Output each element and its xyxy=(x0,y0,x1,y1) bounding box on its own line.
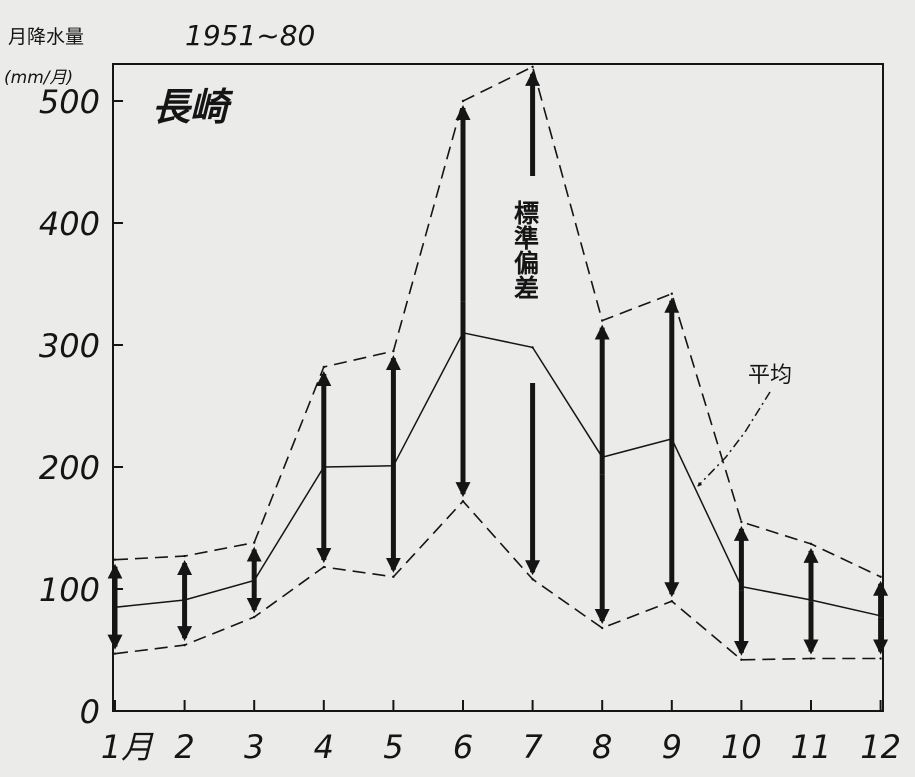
series-2-point-3 xyxy=(253,615,256,619)
x-tick-label-8: 8 xyxy=(592,728,612,766)
std-dev-label: 標準偏差 xyxy=(511,200,540,300)
y-tick-label-500: 500 xyxy=(39,83,100,121)
series-2-point-11 xyxy=(809,657,813,660)
series-1-point-8 xyxy=(601,319,604,322)
x-tick-label-1: 1月 xyxy=(101,728,154,766)
series-2-point-7 xyxy=(531,578,534,581)
series-1-point-2 xyxy=(183,554,186,558)
mean-label: 平均 xyxy=(748,363,792,388)
series-2-point-5 xyxy=(392,575,395,578)
series-1-point-11 xyxy=(809,542,813,546)
x-tick-label-2: 2 xyxy=(174,728,194,766)
series-1-point-7 xyxy=(531,65,534,69)
y-axis-unit: (mm/月) xyxy=(4,68,73,88)
series-2-point-12 xyxy=(879,657,882,660)
x-tick-label-7: 7 xyxy=(522,728,543,766)
series-2-point-4 xyxy=(322,565,325,569)
series-1-point-9 xyxy=(670,292,673,295)
series-2-point-9 xyxy=(670,600,673,603)
std-dev-label-bg xyxy=(505,176,545,300)
series-line-0 xyxy=(114,331,881,617)
station-label: 長崎 xyxy=(152,85,234,129)
series-2-point-8 xyxy=(601,626,604,630)
x-tick-label-9: 9 xyxy=(662,728,682,766)
x-tick-label-4: 4 xyxy=(314,728,334,766)
x-tick-label-5: 5 xyxy=(383,728,403,766)
y-tick-label-0: 0 xyxy=(80,693,100,731)
mean-leader-line xyxy=(697,391,771,487)
series-2-point-6 xyxy=(461,499,465,503)
series-line-1 xyxy=(114,65,881,578)
series-1-point-1 xyxy=(113,558,117,561)
x-tick-label-6: 6 xyxy=(453,728,473,766)
y-axis-title: 月降水量 xyxy=(8,26,84,48)
x-tick-label-3: 3 xyxy=(244,728,264,766)
period-label: 1951~80 xyxy=(185,19,315,52)
x-tick-label-10: 10 xyxy=(721,728,762,766)
series-line-2 xyxy=(114,500,881,661)
series-2-point-10 xyxy=(740,658,743,661)
y-tick-label-400: 400 xyxy=(39,205,100,243)
series-2-point-2 xyxy=(183,643,186,647)
series-1-point-12 xyxy=(879,575,882,578)
y-tick-label-300: 300 xyxy=(39,327,100,365)
y-tick-label-100: 100 xyxy=(39,571,100,609)
series-1-point-4 xyxy=(322,365,325,369)
series-1-point-6 xyxy=(461,99,465,103)
x-tick-label-12: 12 xyxy=(860,728,901,766)
plot-frame xyxy=(112,63,884,712)
series-0-point-7 xyxy=(531,346,534,349)
x-tick-label-11: 11 xyxy=(791,728,832,766)
series-2-point-1 xyxy=(113,652,117,655)
series-1-point-10 xyxy=(740,520,743,524)
series-1-point-3 xyxy=(253,541,256,544)
series-1-point-5 xyxy=(392,349,395,353)
y-tick-label-200: 200 xyxy=(39,449,100,487)
